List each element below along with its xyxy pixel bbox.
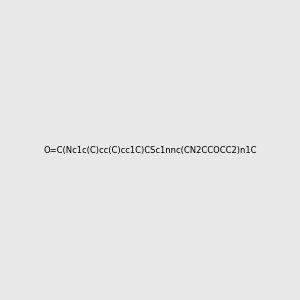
Text: O=C(Nc1c(C)cc(C)cc1C)CSc1nnc(CN2CCOCC2)n1C: O=C(Nc1c(C)cc(C)cc1C)CSc1nnc(CN2CCOCC2)n… <box>43 146 257 154</box>
